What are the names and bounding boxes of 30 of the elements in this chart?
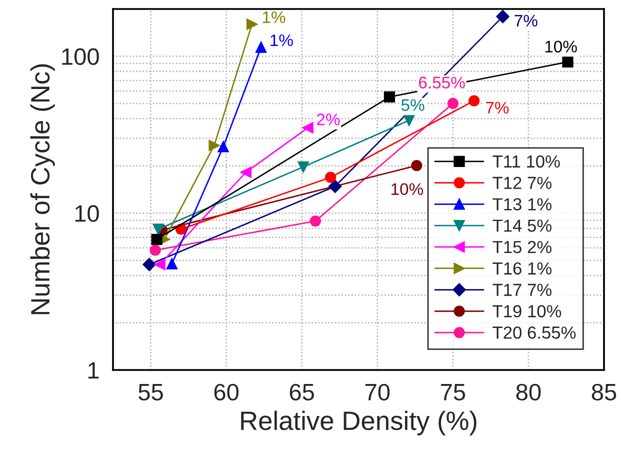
x-tick-label: 70 xyxy=(365,384,390,401)
annotation: 6.55% xyxy=(419,76,465,88)
annotation: 7% xyxy=(514,14,538,27)
legend-label: T13 1% xyxy=(492,198,552,210)
legend-label: T11 10% xyxy=(492,155,560,168)
x-tick-label: 60 xyxy=(214,384,239,401)
y-tick-label: 1 xyxy=(88,362,99,379)
annotation: 10% xyxy=(545,40,577,52)
legend-label: T15 2% xyxy=(492,240,552,254)
legend-label: T19 10% xyxy=(492,305,562,318)
x-tick-label: 85 xyxy=(592,384,616,401)
annotation: 5% xyxy=(401,99,424,111)
x-axis-title: Relative Density (%) xyxy=(241,410,476,436)
legend-label: T20 6.55% xyxy=(492,326,576,339)
annotation: 10% xyxy=(392,183,424,196)
legend-label: T17 7% xyxy=(492,284,552,296)
x-tick-label: 55 xyxy=(138,384,163,401)
annotation: 1% xyxy=(270,34,293,46)
annotation: 2% xyxy=(317,113,340,126)
x-tick-label: 80 xyxy=(516,384,541,401)
x-tick-label: 75 xyxy=(441,384,466,401)
x-tick-label: 65 xyxy=(290,384,314,401)
legend-label: T14 5% xyxy=(492,220,552,232)
y-tick-label: 100 xyxy=(62,48,99,66)
y-tick-label: 10 xyxy=(75,205,99,222)
legend-label: T16 1% xyxy=(492,262,552,275)
legend-label: T12 7% xyxy=(492,176,552,189)
y-axis-title: Number of Cycle (Nc) xyxy=(30,64,55,314)
annotation: 7% xyxy=(486,102,509,114)
annotation: 1% xyxy=(262,11,286,24)
